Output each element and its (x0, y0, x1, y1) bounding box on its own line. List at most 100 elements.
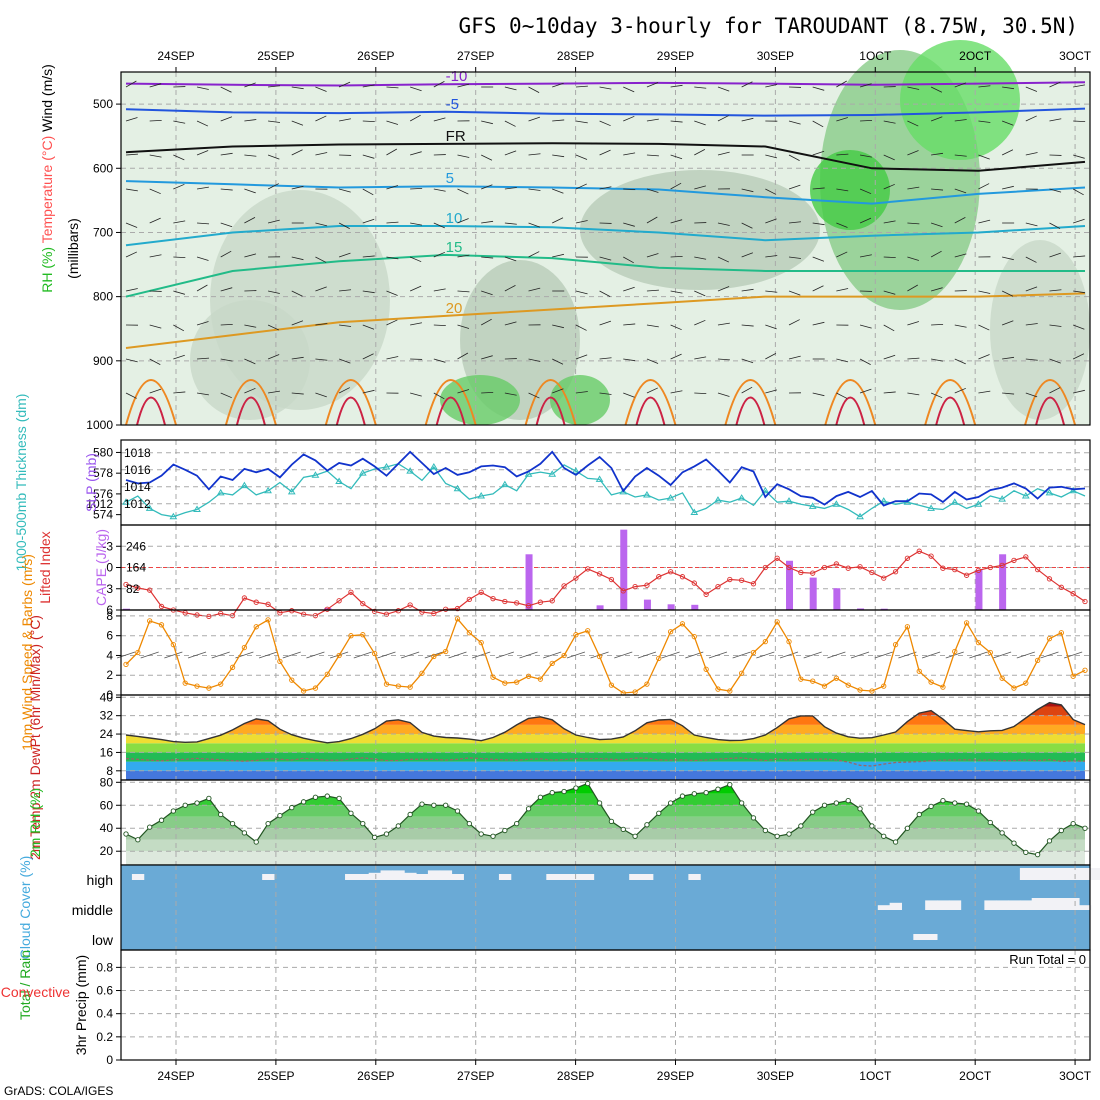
rh-point (869, 823, 875, 829)
y-tick-label: 574 (93, 508, 113, 522)
wind-barb (741, 358, 754, 364)
wind-barb (717, 358, 730, 361)
wind-barb (338, 81, 351, 88)
wind-barb (196, 256, 209, 261)
x-tick-label-top: 24SEP (157, 49, 194, 63)
lifted-point (632, 583, 638, 590)
x-tick-label-bottom: 3OCT (1059, 1069, 1092, 1083)
wind10-point (869, 688, 875, 694)
wind10-barb (661, 651, 680, 659)
wind-barb (244, 82, 256, 88)
wind-barb (907, 392, 920, 396)
lifted-point (810, 570, 816, 576)
contour-warm (824, 379, 877, 426)
wind-barb (883, 120, 896, 124)
rh-point (975, 808, 982, 814)
lifted-point (750, 581, 757, 587)
wind-barb (765, 218, 777, 224)
wind-barb (173, 290, 186, 295)
wind-barb (717, 322, 730, 326)
wind10-point (158, 622, 165, 628)
wind-barb (954, 358, 966, 365)
wind-barb (362, 120, 375, 123)
wind-barb (220, 188, 233, 191)
rh-point (454, 808, 461, 814)
wind-barb (741, 288, 754, 292)
thickness-point (216, 488, 225, 496)
wind-barb (196, 150, 209, 156)
y-tick-label: 0 (106, 688, 113, 702)
wind-barb (859, 154, 872, 158)
wind-barb (552, 324, 565, 329)
wind-barb (433, 81, 445, 88)
wind-barb (741, 222, 753, 229)
lifted-point (1082, 598, 1088, 605)
contour-10 (125, 225, 1086, 247)
slp-tick-label: 1014 (124, 480, 151, 494)
wind-barb (930, 250, 942, 258)
wind-barb (1049, 358, 1061, 364)
wind-barb (315, 286, 327, 292)
contour-label: -5 (446, 96, 459, 113)
cloud-cell-high (416, 874, 429, 880)
y-tick-label: 0.6 (96, 984, 113, 998)
rh-point (798, 823, 804, 829)
wind10-point (656, 655, 662, 662)
wind-barb (1025, 222, 1038, 227)
cloud-cell-high (1043, 868, 1056, 880)
x-tick-label-top: 25SEP (257, 49, 294, 63)
wind-barb (149, 254, 162, 258)
wind10-point (537, 676, 544, 682)
cloud-cell-high (345, 874, 358, 880)
cloud-cell-middle (984, 900, 997, 910)
wind-barb (907, 186, 920, 190)
wind-barb (1002, 392, 1015, 395)
wind-barb (765, 154, 778, 159)
wind10-point (691, 634, 697, 640)
wind10-point (596, 653, 603, 660)
wind10-point (679, 621, 686, 627)
y-tick-label: 0 (106, 1053, 113, 1067)
rh-blob (190, 300, 310, 420)
thickness-point (264, 486, 272, 494)
wind-barb (788, 120, 801, 125)
wind-barb (457, 188, 469, 195)
wind10-point (194, 683, 200, 689)
wind-barb (646, 358, 659, 364)
wind-barb (481, 391, 494, 394)
lifted-point (952, 566, 958, 573)
wind-barb (765, 389, 778, 394)
rh-point (478, 831, 484, 837)
x-tick-label-bottom: 29SEP (657, 1069, 694, 1083)
wind-barb (268, 120, 281, 123)
wind-barb (599, 290, 611, 297)
wind-barb (883, 391, 896, 394)
wind10-barb (401, 651, 420, 659)
wind-barb (528, 116, 541, 122)
wind10-point (431, 653, 437, 660)
slp-ylabel: SLP (mb) (83, 453, 99, 512)
wind-barb (386, 148, 398, 156)
temp-band (126, 761, 1085, 771)
wind-barb (125, 117, 138, 122)
lifted-point (727, 576, 733, 583)
thickness-point (169, 512, 178, 520)
wind-barb (646, 188, 659, 193)
lifted-point (987, 564, 993, 571)
wind-barb (552, 358, 564, 365)
wind-barb (836, 288, 849, 292)
y-tick-label: 6 (106, 603, 113, 617)
thickness-point (927, 504, 935, 511)
wind-barb (362, 154, 375, 159)
run-total: Run Total = 0 (1009, 952, 1086, 967)
contour-hot (735, 396, 766, 426)
wind10-point (419, 670, 425, 676)
wind-barb (836, 222, 848, 228)
wind-barb (125, 222, 138, 228)
wind-barb (812, 285, 824, 292)
lifted-point (514, 600, 520, 606)
wind10-point (490, 674, 496, 680)
lifted-point (904, 555, 911, 561)
cape-bar (691, 604, 699, 610)
x-tick-label-top: 29SEP (657, 49, 694, 63)
